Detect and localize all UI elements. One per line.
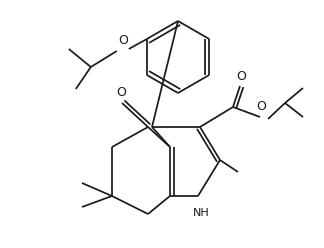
Text: O: O bbox=[116, 86, 126, 98]
Text: NH: NH bbox=[193, 208, 209, 218]
Text: O: O bbox=[256, 100, 266, 114]
Text: O: O bbox=[118, 34, 128, 48]
Text: O: O bbox=[236, 69, 246, 83]
